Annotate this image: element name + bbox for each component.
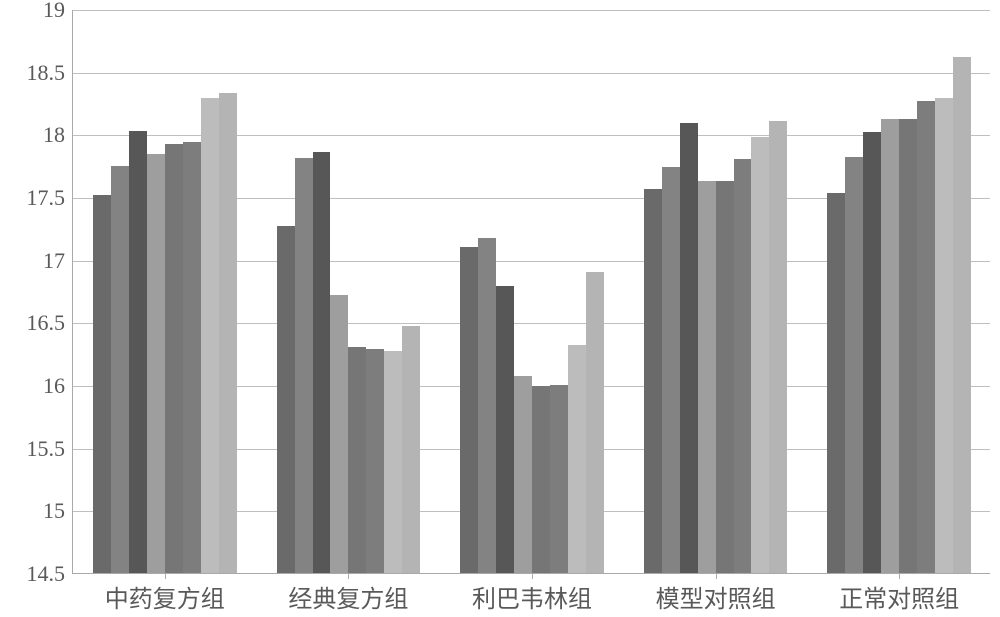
chart-container: 14.5 15 15.5 16 16.5 17 17.5 18 18.5 19 中药复方组 经典复方组… (0, 0, 1000, 617)
y-tick-label: 18 (43, 122, 73, 148)
x-tick-label: 利巴韦林组 (472, 573, 592, 614)
bar (680, 123, 698, 573)
y-tick-label: 15 (43, 498, 73, 524)
x-tick-label: 经典复方组 (288, 573, 408, 614)
bar (917, 101, 935, 574)
bars-layer (73, 10, 990, 573)
x-tick-label: 正常对照组 (839, 573, 959, 614)
bar (93, 195, 111, 574)
y-tick-label: 17 (43, 248, 73, 274)
x-tick-label: 中药复方组 (105, 573, 225, 614)
bar (899, 119, 917, 573)
bar (827, 193, 845, 573)
y-tick-label: 14.5 (27, 561, 74, 587)
bar (111, 166, 129, 573)
bar (384, 351, 402, 573)
plot-area: 14.51515.51616.51717.51818.519中药复方组经典复方组… (72, 10, 990, 574)
bar (734, 159, 752, 573)
bar (863, 132, 881, 573)
bar (496, 286, 514, 573)
bar (586, 272, 604, 573)
bar (698, 181, 716, 573)
bar (460, 247, 478, 573)
bar (532, 386, 550, 573)
bar (662, 167, 680, 573)
y-tick-label: 16 (43, 373, 73, 399)
y-tick-label: 19 (43, 0, 73, 23)
bar (716, 181, 734, 573)
bar (313, 152, 331, 573)
bar (183, 142, 201, 573)
bar (478, 238, 496, 573)
bar (550, 385, 568, 573)
bar (330, 295, 348, 573)
bar (953, 57, 971, 573)
y-tick-label: 17.5 (27, 185, 74, 211)
bar (165, 144, 183, 573)
bar (366, 349, 384, 573)
bar (514, 376, 532, 573)
bar (277, 226, 295, 573)
bar (129, 131, 147, 573)
bar (201, 98, 219, 573)
bar (769, 121, 787, 573)
bar (295, 158, 313, 573)
bar (568, 345, 586, 573)
y-tick-label: 15.5 (27, 436, 74, 462)
bar (402, 326, 420, 573)
bar (644, 189, 662, 573)
bar (348, 347, 366, 573)
y-tick-label: 18.5 (27, 60, 74, 86)
bar (881, 119, 899, 573)
bar (845, 157, 863, 573)
x-tick-label: 模型对照组 (656, 573, 776, 614)
bar (935, 98, 953, 573)
bar (147, 154, 165, 573)
bar (219, 93, 237, 573)
bar (751, 137, 769, 573)
y-tick-label: 16.5 (27, 310, 74, 336)
